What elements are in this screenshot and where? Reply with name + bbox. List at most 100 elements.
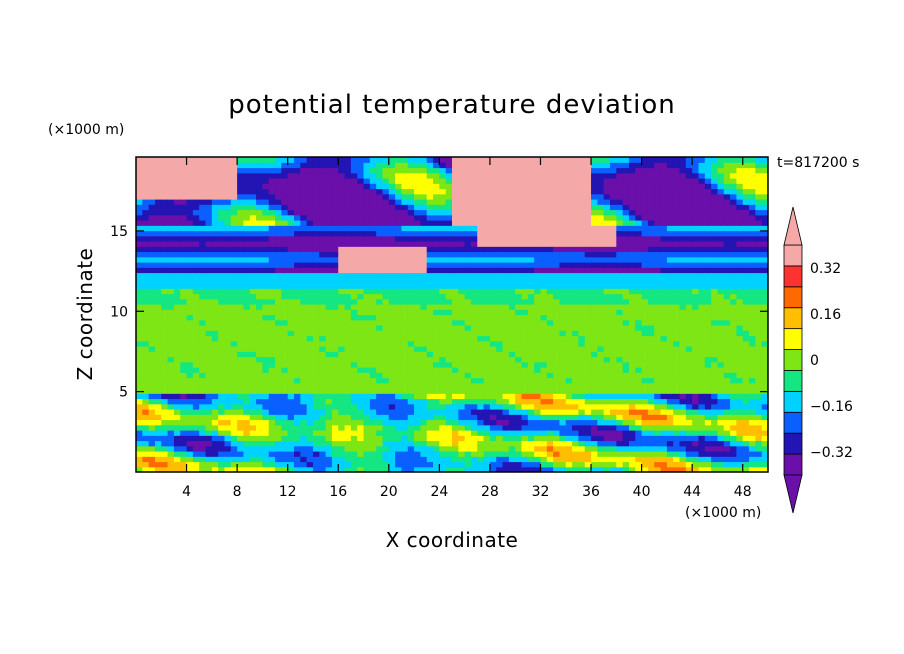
contour-cell bbox=[142, 256, 150, 263]
contour-cell bbox=[433, 188, 440, 195]
contour-cell bbox=[470, 188, 478, 195]
contour-cell bbox=[515, 283, 523, 289]
contour-cell bbox=[306, 451, 314, 457]
contour-cell bbox=[148, 304, 156, 310]
contour-cell bbox=[527, 451, 535, 457]
contour-cell bbox=[597, 283, 605, 289]
contour-cell bbox=[445, 251, 453, 258]
contour-cell bbox=[610, 246, 617, 253]
contour-cell bbox=[395, 319, 403, 326]
contour-cell bbox=[357, 372, 365, 379]
contour-cell bbox=[445, 335, 453, 342]
contour-cell bbox=[502, 230, 510, 237]
contour-cell bbox=[312, 230, 320, 237]
contour-cell bbox=[154, 288, 162, 295]
contour-cell bbox=[439, 214, 447, 221]
contour-cell bbox=[300, 193, 308, 200]
contour-cell bbox=[192, 351, 200, 358]
contour-cell bbox=[622, 377, 630, 384]
contour-cell bbox=[597, 466, 605, 472]
contour-cell bbox=[180, 220, 188, 226]
contour-cell bbox=[319, 304, 327, 310]
contour-cell bbox=[641, 214, 649, 221]
contour-cell bbox=[344, 167, 352, 174]
contour-cell bbox=[414, 419, 421, 426]
contour-cell bbox=[294, 209, 301, 216]
contour-cell bbox=[527, 435, 535, 442]
contour-cell bbox=[616, 251, 624, 258]
contour-cell bbox=[610, 288, 617, 295]
contour-cell bbox=[306, 367, 314, 373]
contour-cell bbox=[452, 393, 459, 400]
contour-cell bbox=[433, 456, 440, 463]
contour-cell bbox=[325, 398, 333, 405]
contour-cell bbox=[483, 435, 491, 442]
contour-cell bbox=[527, 440, 535, 447]
contour-cell bbox=[350, 351, 358, 358]
contour-cell bbox=[369, 325, 377, 331]
contour-cell bbox=[515, 451, 523, 457]
contour-cell bbox=[616, 325, 624, 331]
contour-cell bbox=[224, 445, 232, 452]
contour-cell bbox=[186, 356, 194, 363]
contour-cell bbox=[654, 309, 662, 316]
contour-cell bbox=[136, 466, 143, 472]
contour-cell bbox=[521, 388, 529, 394]
contour-cell bbox=[628, 340, 636, 347]
contour-cell bbox=[426, 351, 434, 358]
contour-cell bbox=[192, 267, 200, 274]
contour-cell bbox=[527, 293, 535, 300]
contour-cell bbox=[186, 241, 194, 247]
contour-cell bbox=[281, 172, 289, 179]
contour-cell bbox=[458, 209, 466, 216]
contour-cell bbox=[445, 419, 453, 426]
contour-cell bbox=[407, 319, 415, 326]
contour-cell bbox=[603, 293, 611, 300]
contour-cell bbox=[534, 309, 542, 316]
contour-cell bbox=[395, 235, 403, 242]
contour-cell bbox=[224, 246, 232, 253]
contour-cell bbox=[357, 409, 365, 415]
contour-cell bbox=[325, 335, 333, 342]
contour-cell bbox=[559, 214, 567, 221]
contour-cell bbox=[508, 230, 516, 237]
contour-cell bbox=[553, 193, 561, 200]
contour-cell bbox=[180, 199, 188, 205]
contour-cell bbox=[635, 225, 643, 232]
contour-cell bbox=[458, 246, 466, 253]
contour-cell bbox=[603, 388, 611, 394]
contour-cell bbox=[186, 466, 194, 472]
contour-cell bbox=[553, 277, 561, 284]
contour-cell bbox=[363, 346, 371, 352]
contour-cell bbox=[534, 283, 542, 289]
contour-cell bbox=[338, 262, 346, 268]
contour-cell bbox=[294, 377, 301, 384]
contour-cell bbox=[306, 298, 314, 305]
contour-cell bbox=[502, 340, 510, 347]
contour-cell bbox=[433, 340, 440, 347]
contour-cell bbox=[610, 414, 617, 421]
contour-cell bbox=[338, 356, 346, 363]
contour-cell bbox=[502, 288, 510, 295]
contour-cell bbox=[572, 167, 579, 174]
contour-cell bbox=[388, 409, 396, 415]
contour-cell bbox=[628, 424, 636, 431]
contour-cell bbox=[357, 367, 365, 373]
contour-cell bbox=[256, 309, 263, 316]
contour-cell bbox=[610, 445, 617, 452]
contour-cell bbox=[414, 461, 421, 468]
contour-cell bbox=[350, 304, 358, 310]
contour-cell bbox=[287, 157, 295, 163]
contour-cell bbox=[502, 167, 510, 174]
contour-cell bbox=[502, 403, 510, 410]
contour-cell bbox=[502, 225, 510, 232]
contour-cell bbox=[445, 361, 453, 368]
contour-cell bbox=[312, 220, 320, 226]
contour-cell bbox=[173, 382, 181, 389]
contour-cell bbox=[154, 382, 162, 389]
contour-cell bbox=[439, 162, 447, 169]
contour-cell bbox=[452, 193, 459, 200]
contour-cell bbox=[610, 419, 617, 426]
contour-cell bbox=[464, 461, 472, 468]
contour-cell bbox=[496, 356, 504, 363]
